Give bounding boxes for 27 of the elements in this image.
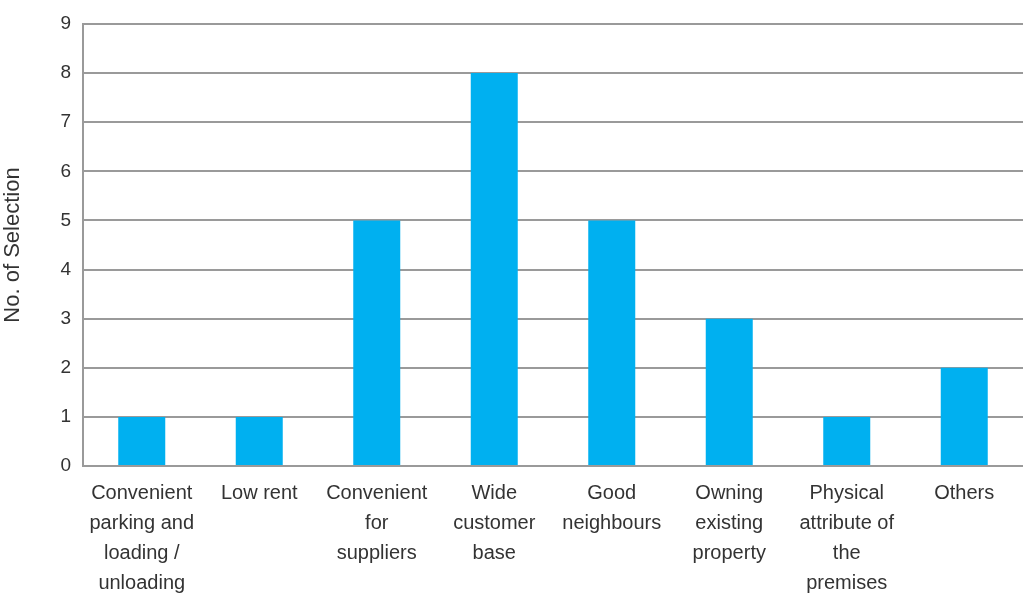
y-tick-label: 2	[60, 356, 71, 378]
x-tick-label: Convenient parking and loading / unloading	[89, 480, 195, 593]
bar	[470, 73, 518, 465]
y-tick-label: 7	[60, 110, 71, 132]
y-tick-label: 8	[60, 61, 71, 83]
x-tick-label: Convenient for suppliers	[326, 480, 428, 563]
x-tick-label: Good neighbours	[562, 480, 662, 533]
y-tick-label: 0	[60, 454, 71, 476]
y-tick-label: 6	[60, 159, 71, 181]
x-tick-label: Others	[934, 480, 995, 503]
x-tick-label: Physical attribute of the premises	[799, 480, 895, 593]
bar	[118, 416, 166, 465]
bar	[353, 220, 401, 465]
y-tick-label: 4	[60, 257, 72, 279]
y-tick-label: 9	[60, 12, 71, 34]
bar	[823, 416, 871, 465]
bar	[235, 416, 283, 465]
bar	[940, 367, 988, 465]
y-tick-label: 1	[60, 405, 71, 427]
bar	[705, 318, 753, 465]
y-tick-label: 3	[60, 306, 71, 328]
bar	[588, 220, 636, 465]
y-tick-label: 5	[60, 208, 71, 230]
x-tick-label: Owning existing property	[692, 480, 766, 563]
y-axis-title: No. of Selection	[0, 167, 25, 323]
x-tick-label: Low rent	[220, 480, 299, 503]
x-tick-label: Wide customer base	[453, 480, 536, 563]
